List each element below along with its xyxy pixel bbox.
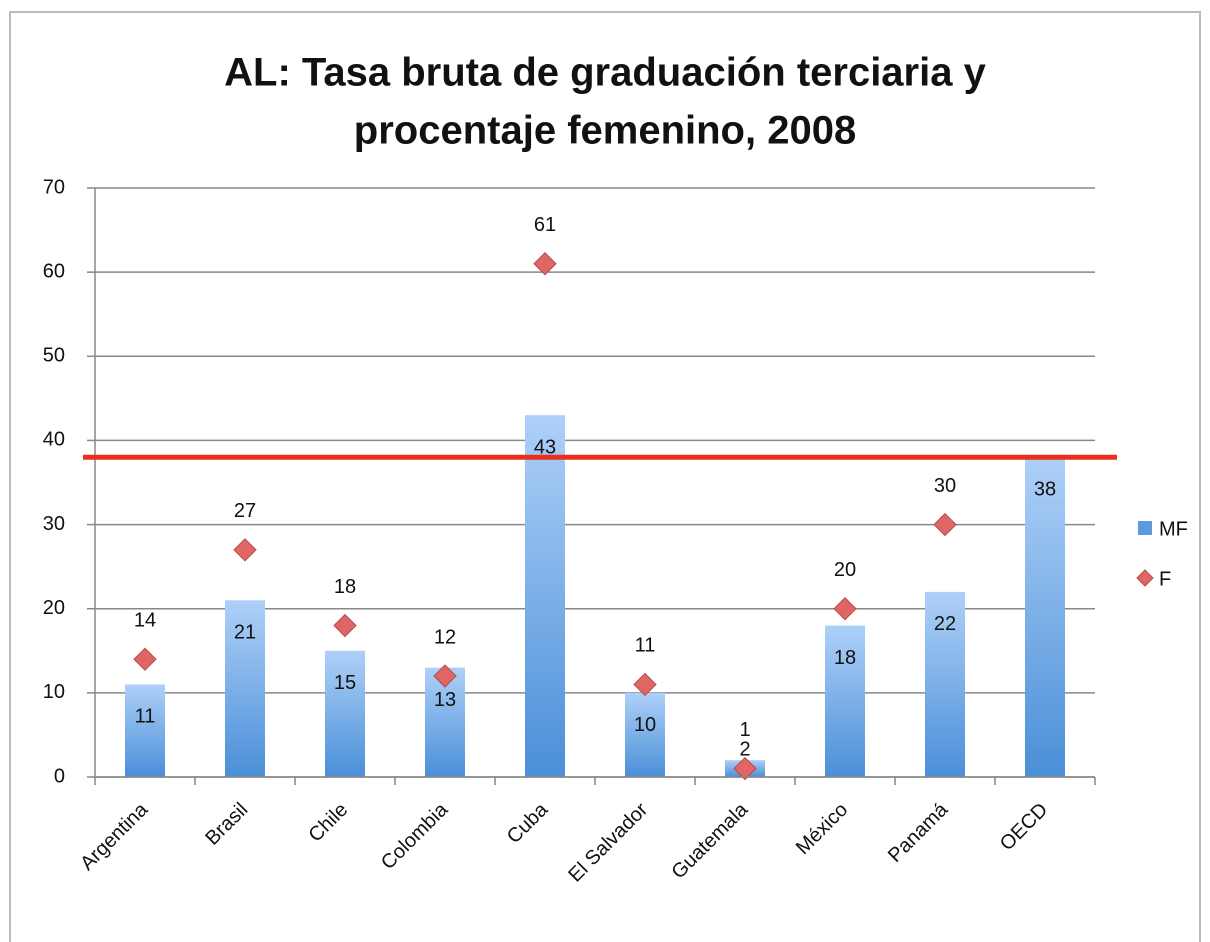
- bar: [925, 591, 965, 777]
- x-tick-label: OECD: [996, 799, 1052, 855]
- legend-swatch: [1138, 521, 1152, 535]
- legend-label: F: [1159, 568, 1171, 590]
- marker: [333, 613, 357, 638]
- marker: [433, 664, 457, 688]
- data-label: 22: [934, 613, 956, 635]
- marker: [933, 512, 957, 537]
- x-tick-label: Cuba: [503, 798, 553, 848]
- x-tick-label: Colombia: [377, 798, 453, 874]
- marker: [233, 538, 257, 562]
- bar: [225, 600, 265, 777]
- y-tick-label: 10: [43, 681, 65, 703]
- data-label: 14: [134, 609, 156, 631]
- data-label: 61: [534, 214, 556, 236]
- y-tick-label: 30: [43, 513, 65, 535]
- legend-swatch: [1136, 569, 1154, 587]
- x-tick-label: Panamá: [884, 798, 953, 867]
- legend-label: MF: [1159, 518, 1188, 540]
- x-tick-label: Chile: [304, 799, 352, 847]
- data-label: 18: [834, 647, 856, 669]
- data-label: 11: [135, 706, 156, 728]
- data-label: 10: [634, 714, 656, 736]
- marker: [133, 647, 157, 671]
- x-tick-label: Brasil: [201, 799, 252, 850]
- y-tick-label: 0: [54, 765, 65, 787]
- data-label: 13: [434, 689, 456, 711]
- bar: [825, 625, 865, 777]
- data-label: 27: [234, 500, 256, 522]
- x-tick-label: México: [792, 799, 852, 859]
- marker: [833, 597, 857, 621]
- x-tick-label: Guatemala: [668, 798, 753, 883]
- y-tick-label: 50: [43, 345, 65, 367]
- bar: [525, 415, 565, 777]
- marker: [733, 756, 757, 781]
- chart-title: procentaje femenino, 2008: [354, 109, 856, 153]
- data-label: 20: [834, 559, 856, 581]
- bar: [125, 684, 165, 777]
- chart-frame: [9, 11, 1201, 942]
- x-tick-label: Argentina: [76, 798, 153, 875]
- data-label: 2: [739, 738, 750, 760]
- data-label: 43: [534, 436, 556, 458]
- data-label: 15: [334, 672, 356, 694]
- y-tick-label: 70: [43, 176, 65, 198]
- data-label: 38: [1034, 479, 1056, 501]
- data-label: 21: [234, 622, 256, 644]
- bar: [1025, 457, 1065, 777]
- data-label: 1: [739, 719, 750, 741]
- data-label: 11: [635, 635, 656, 657]
- bar: [325, 650, 365, 777]
- x-tick-label: El Salvador: [564, 798, 652, 886]
- data-label: 12: [434, 626, 456, 648]
- bar: [625, 692, 665, 777]
- y-tick-label: 20: [43, 597, 65, 619]
- marker: [533, 252, 557, 276]
- y-tick-label: 40: [43, 429, 65, 451]
- y-tick-label: 60: [43, 260, 65, 282]
- data-label: 30: [934, 475, 956, 497]
- chart-title: AL: Tasa bruta de graduación terciaria y: [224, 51, 986, 95]
- data-label: 18: [334, 576, 356, 598]
- marker: [633, 672, 657, 697]
